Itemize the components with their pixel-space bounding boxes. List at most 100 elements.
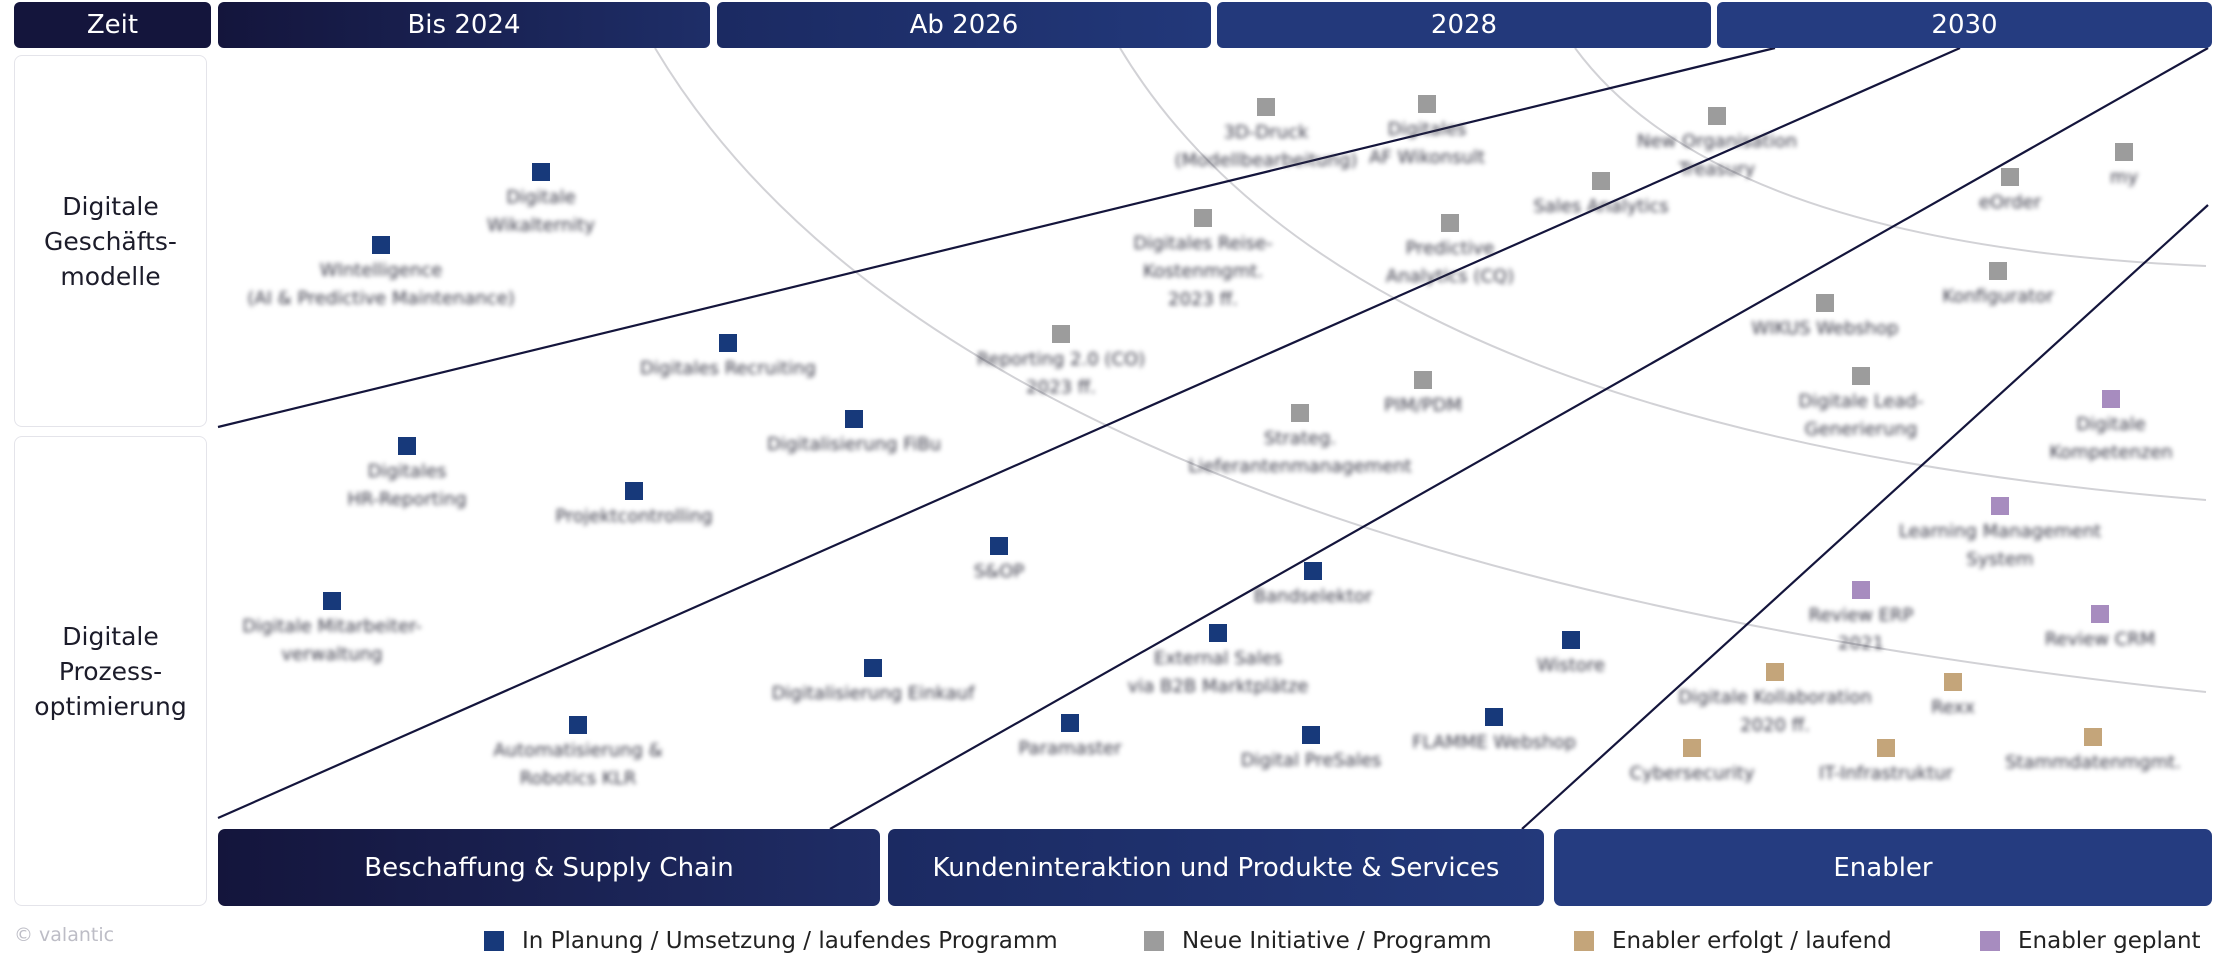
divider-line-2 [217,46,1961,820]
initiative-label: Paramaster [1018,738,1122,759]
legend-swatch [1980,931,2000,951]
initiative-marker [1991,497,2009,515]
initiative-label: Bandselektor [1253,586,1373,607]
time-arcs [654,47,2207,693]
initiative-label: Cybersecurity [1629,763,1755,784]
initiative-marker [625,482,643,500]
initiative-marker [719,334,737,352]
initiative-marker [1414,371,1432,389]
row-label-geschaeftsmodelle: Digitale Geschäfts- modelle [14,55,207,427]
initiative-marker [2084,728,2102,746]
initiative-marker [1766,663,1784,681]
initiative-marker [2102,390,2120,408]
initiative-marker [2115,143,2133,161]
time-arc-3 [1574,47,2207,267]
initiative-label: my [2109,167,2139,188]
legend-item-enabler-geplant: Enabler geplant [1980,928,2201,954]
initiative-marker [569,716,587,734]
initiative-label: Digitale Kollaboration 2020 ff. [1678,687,1872,736]
initiative-label: PIM/PDM [1383,395,1463,416]
initiative-label: Strateg. Lieferantenmanagement [1188,428,1412,477]
initiative-marker [1852,581,1870,599]
initiative-label: Konfigurator [1942,286,2054,307]
initiative-label: Stammdatenmgmt. [2005,752,2181,773]
initiative-label: IT-Infrastruktur [1818,763,1954,784]
initiative-marker [1485,708,1503,726]
initiative-marker [845,410,863,428]
period-header-1: Bis 2024 [218,2,710,48]
initiative-marker [1989,262,2007,280]
legend-label: In Planung / Umsetzung / laufendes Progr… [522,928,1058,954]
divider-line-4 [1521,204,2209,830]
period-header-3: 2028 [1217,2,1711,48]
legend-swatch [1574,931,1594,951]
period-header-4: 2030 [1717,2,2212,48]
initiative-marker [398,437,416,455]
initiative-marker [1302,726,1320,744]
legend-label: Neue Initiative / Programm [1182,928,1492,954]
initiative-label: Review CRM [2044,629,2156,650]
legend-swatch [1144,931,1164,951]
initiative-label: Reporting 2.0 (CO) 2023 ff. [976,349,1146,398]
header-zeit: Zeit [14,2,211,48]
initiative-label: Predictive Analytics (CQ) [1385,238,1515,287]
period-header-2: Ab 2026 [717,2,1211,48]
initiative-label: Digitalisierung FiBu [767,434,941,455]
initiative-label: 3D-Druck (Modellbearbeitung) [1174,122,1358,171]
legend-label: Enabler erfolgt / laufend [1612,928,1892,954]
initiative-label: Digitales Recruiting [640,358,816,379]
initiative-marker [1944,673,1962,691]
initiative-label: External Sales via B2B Marktplätze [1127,648,1309,697]
initiative-marker [1194,209,1212,227]
initiative-marker [1257,98,1275,116]
initiative-marker [372,236,390,254]
initiative-label: Digitale Wikalternity [487,187,595,236]
legend-label: Enabler geplant [2018,928,2201,954]
initiative-marker [1816,294,1834,312]
initiative-label: Digitalisierung Einkauf [771,683,975,704]
initiative-label: Wistore [1537,655,1605,676]
initiative-marker [1877,739,1895,757]
initiative-marker [1562,631,1580,649]
legend-item-enabler-laufend: Enabler erfolgt / laufend [1574,928,1892,954]
initiative-marker [1592,172,1610,190]
initiative-label: Digitale Lead- Generierung [1798,391,1924,440]
initiative-marker [1683,739,1701,757]
initiative-marker [1304,562,1322,580]
initiative-label: Digitale Mitarbeiter- verwaltung [242,616,422,665]
copyright: © valantic [14,924,115,946]
category-divider-lines [217,46,2209,830]
category-enabler: Enabler [1554,829,2212,906]
initiative-label: Rexx [1931,697,1975,718]
initiative-label: FLAMME Webshop [1412,732,1576,753]
initiative-marker [1209,624,1227,642]
initiative-marker [532,163,550,181]
category-beschaffung: Beschaffung & Supply Chain [218,829,880,906]
divider-line-1 [217,46,1776,429]
initiative-marker [1052,325,1070,343]
initiative-marker [1708,107,1726,125]
initiative-label: Learning Management System [1898,521,2102,570]
initiative-label: WIntelligence (AI & Predictive Maintenan… [247,260,515,309]
initiative-marker [2091,605,2109,623]
divider-line-3 [829,47,2209,830]
initiative-marker [1441,214,1459,232]
legend-item-plan: In Planung / Umsetzung / laufendes Progr… [484,928,1058,954]
initiative-label: Projektcontrolling [555,506,713,527]
initiative-label: Digitales HR-Reporting [347,461,467,510]
initiative-marker [1852,367,1870,385]
row-label-text: Digitale Geschäfts- modelle [44,191,177,291]
initiative-marker [1061,714,1079,732]
row-label-prozessoptimierung: Digitale Prozess- optimierung [14,436,207,906]
initiative-marker [1418,95,1436,113]
initiative-marker [990,537,1008,555]
initiative-label: Sales Analytics [1533,196,1669,217]
initiative-marker [1291,404,1309,422]
initiative-label: Digitales AF Wikonsult [1369,119,1485,168]
initiative-label: Automatisierung & Robotics KLR [493,740,663,789]
initiative-label: Review ERP 2021 [1808,605,1914,654]
time-arc-1 [654,47,2207,693]
initiative-label: eOrder [1978,192,2042,213]
initiative-label: New Organisation Treasury [1637,131,1797,180]
